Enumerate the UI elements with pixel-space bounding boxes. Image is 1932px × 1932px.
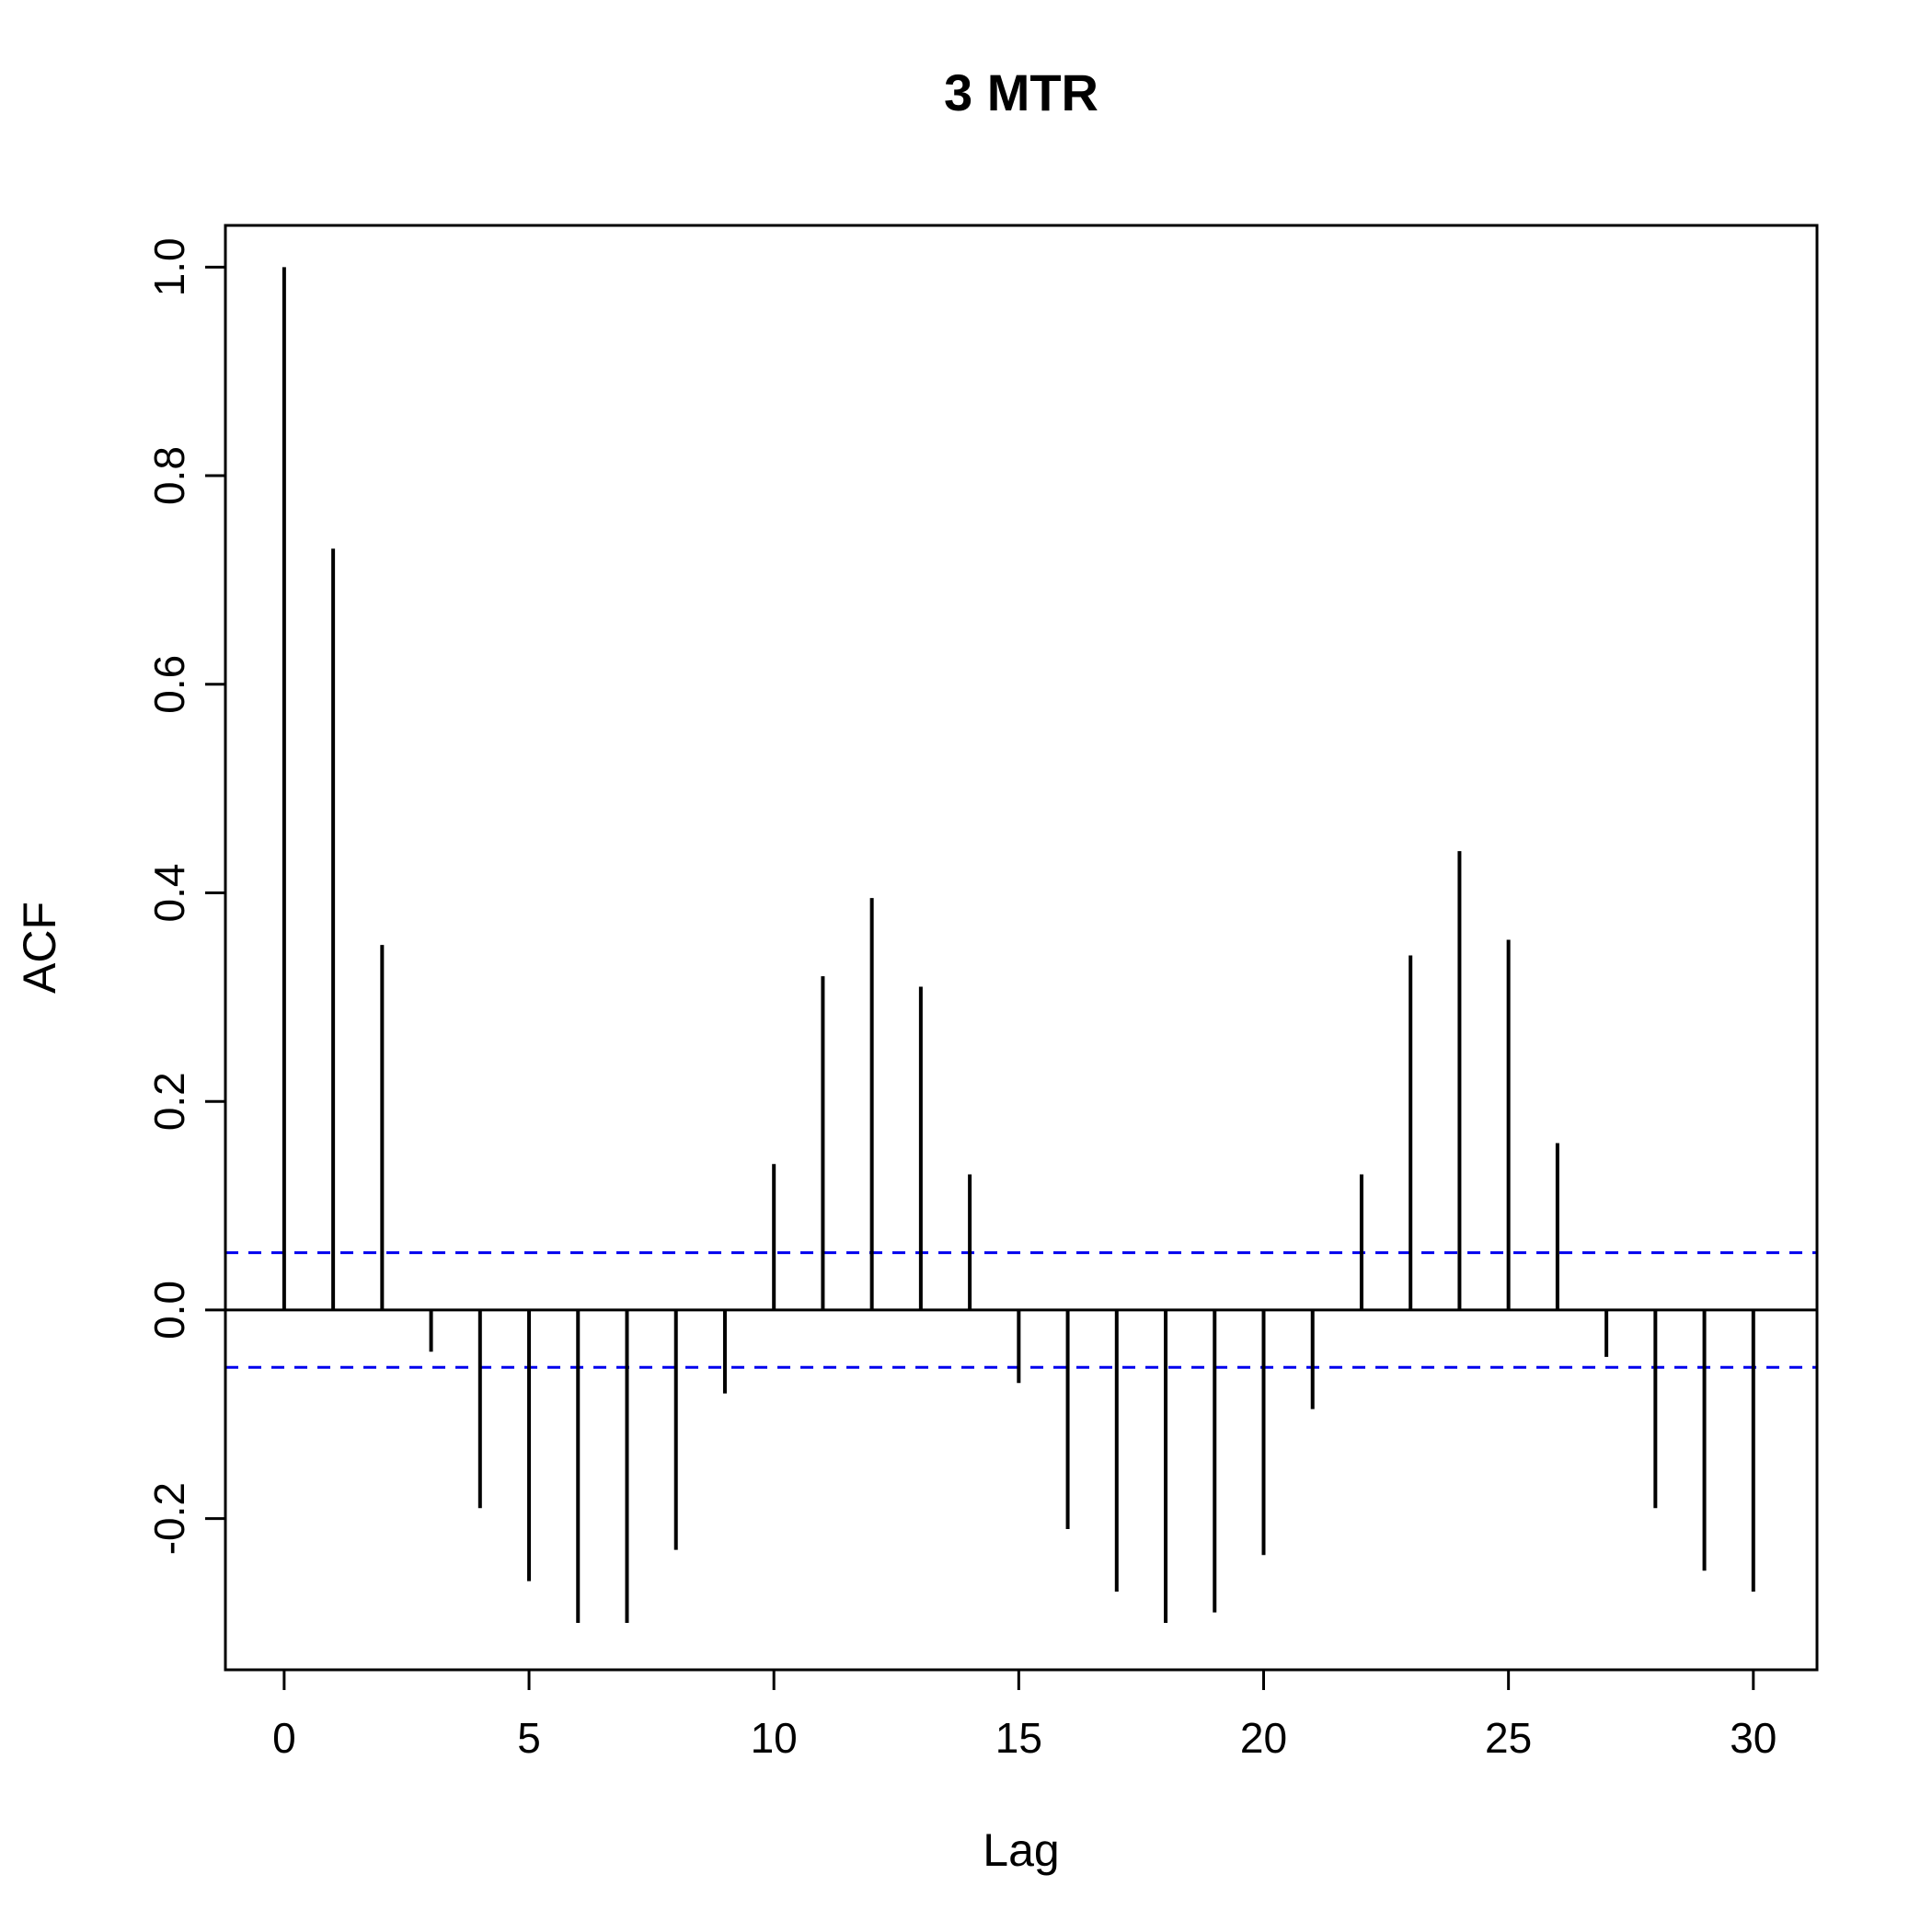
plot-area: 0 5 10 15 20 25 30 1.0 0.8 0.6 0.4 0.2 0.0 -0.2: [145, 224, 1819, 1762]
y-tick-label: -0.2: [145, 1482, 193, 1555]
y-tick-label: 0.2: [145, 1072, 193, 1131]
x-tick-label: 10: [751, 1714, 798, 1762]
y-tick-label: 0.6: [145, 655, 193, 714]
x-tick-label: 25: [1485, 1714, 1532, 1762]
plot-border: [224, 224, 1819, 1672]
x-tick-label: 20: [1240, 1714, 1287, 1762]
y-tick-label: 0.4: [145, 864, 193, 923]
chart-title: 3 MTR: [944, 63, 1098, 121]
y-axis-label: ACF: [14, 902, 65, 994]
x-tick-label: 15: [995, 1714, 1042, 1762]
x-axis-label: Lag: [983, 1824, 1059, 1876]
y-tick-label: 0.0: [145, 1281, 193, 1340]
x-tick-label: 30: [1730, 1714, 1777, 1762]
y-tick-label: 1.0: [145, 237, 193, 296]
x-tick-label: 5: [517, 1714, 541, 1762]
x-tick-label: 0: [272, 1714, 296, 1762]
y-tick-label: 0.8: [145, 446, 193, 505]
